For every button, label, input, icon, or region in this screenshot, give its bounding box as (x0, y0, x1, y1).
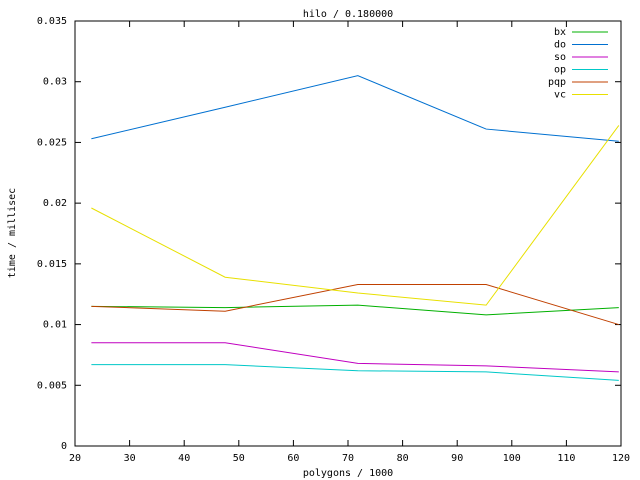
chart-title: hilo / 0.180000 (303, 9, 393, 20)
x-tick-label: 110 (557, 453, 575, 464)
x-tick-label: 40 (178, 453, 190, 464)
x-tick-label: 20 (69, 453, 81, 464)
y-tick-label: 0.03 (43, 77, 67, 88)
y-axis-label: time / millisec (7, 188, 18, 278)
x-axis-label: polygons / 1000 (303, 468, 393, 479)
x-tick-label: 30 (124, 453, 136, 464)
series-line (91, 364, 619, 381)
legend-label: pqp (548, 77, 566, 88)
y-tick-label: 0 (61, 441, 67, 452)
series-line (91, 75, 619, 142)
y-tick-label: 0.015 (37, 259, 67, 270)
x-tick-label: 50 (233, 453, 245, 464)
y-tick-label: 0.025 (37, 137, 67, 148)
x-tick-label: 80 (397, 453, 409, 464)
legend-label: so (554, 52, 566, 63)
x-tick-label: 120 (612, 453, 630, 464)
y-tick-label: 0.02 (43, 198, 67, 209)
series-line (91, 342, 619, 373)
x-tick-label: 70 (342, 453, 354, 464)
legend-label: op (554, 65, 566, 76)
legend-label: do (554, 40, 566, 51)
legend-label: bx (554, 27, 566, 38)
y-tick-label: 0.01 (43, 320, 67, 331)
x-tick-label: 100 (503, 453, 521, 464)
y-tick-label: 0.035 (37, 16, 67, 27)
y-tick-label: 0.005 (37, 380, 67, 391)
series-line (91, 284, 619, 326)
x-tick-label: 60 (287, 453, 299, 464)
series-line (91, 125, 620, 306)
legend-label: vc (554, 90, 566, 101)
series-line (91, 304, 619, 316)
x-tick-label: 90 (451, 453, 463, 464)
